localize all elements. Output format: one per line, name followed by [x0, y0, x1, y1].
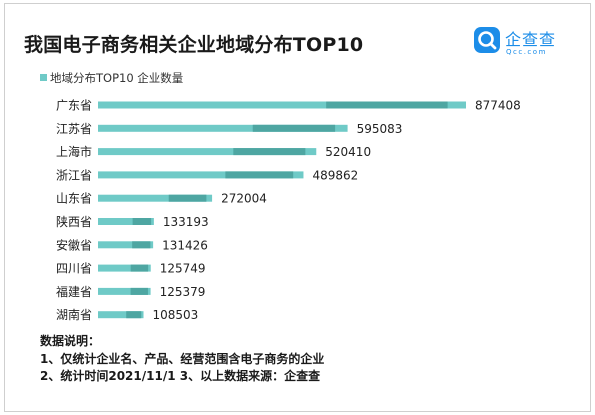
bar — [98, 101, 466, 109]
bar — [98, 287, 151, 295]
bar-shade — [132, 218, 152, 225]
value-label: 131426 — [162, 238, 208, 252]
value-label: 877408 — [475, 99, 521, 113]
data-notes: 数据说明： 1、仅统计企业名、产品、经营范围含电子商务的企业 2、统计时间202… — [40, 333, 324, 386]
bar — [98, 264, 151, 272]
note-line-1: 1、仅统计企业名、产品、经营范围含电子商务的企业 — [40, 351, 325, 366]
category-label: 安徽省 — [56, 237, 92, 252]
chart-title: 我国电子商务相关企业地域分布TOP10 — [24, 34, 364, 56]
category-label: 广东省 — [56, 99, 92, 113]
value-label: 133193 — [163, 215, 209, 229]
bar — [98, 241, 154, 249]
category-label: 浙江省 — [56, 168, 92, 182]
bar — [98, 124, 348, 132]
legend-swatch — [40, 74, 47, 81]
legend-label: 地域分布TOP10 企业数量 — [50, 71, 184, 85]
notes-heading: 数据说明： — [40, 334, 101, 348]
bar — [98, 311, 144, 319]
value-label: 272004 — [221, 192, 267, 206]
category-label: 江苏省 — [56, 122, 92, 136]
bar-shade — [252, 124, 336, 132]
category-label: 山东省 — [56, 192, 92, 206]
category-label: 陕西省 — [56, 214, 92, 229]
category-label: 福建省 — [56, 284, 92, 299]
value-label: 520410 — [325, 145, 371, 159]
chart-frame — [4, 3, 591, 412]
category-label: 湖南省 — [56, 307, 92, 322]
bar — [98, 218, 154, 225]
value-label: 125749 — [160, 262, 206, 276]
bar-shade — [130, 287, 148, 295]
value-label: 125379 — [160, 285, 206, 299]
bar — [98, 194, 213, 202]
qcc-logo-icon — [474, 27, 500, 53]
logo-domain: Qcc.com — [506, 48, 547, 56]
category-label: 四川省 — [56, 262, 92, 276]
logo-name: 企查查 — [505, 30, 557, 49]
bar-shade — [233, 148, 306, 156]
category-label: 上海市 — [56, 144, 92, 159]
bar-shade — [168, 194, 207, 202]
value-label: 595083 — [357, 122, 403, 136]
bar-shade — [326, 101, 448, 109]
note-line-2: 2、统计时间2021/11/1 3、以上数据来源：企查查 — [40, 369, 321, 383]
bar-shade — [126, 311, 142, 319]
bar-shade — [225, 171, 294, 179]
value-label: 489862 — [312, 168, 358, 182]
bar — [98, 148, 317, 156]
bar — [98, 171, 304, 179]
bar-shade — [132, 241, 151, 249]
bar-shade — [130, 264, 149, 272]
value-label: 108503 — [153, 308, 199, 322]
qcc-logo: 企查查 Qcc.com — [474, 23, 574, 63]
